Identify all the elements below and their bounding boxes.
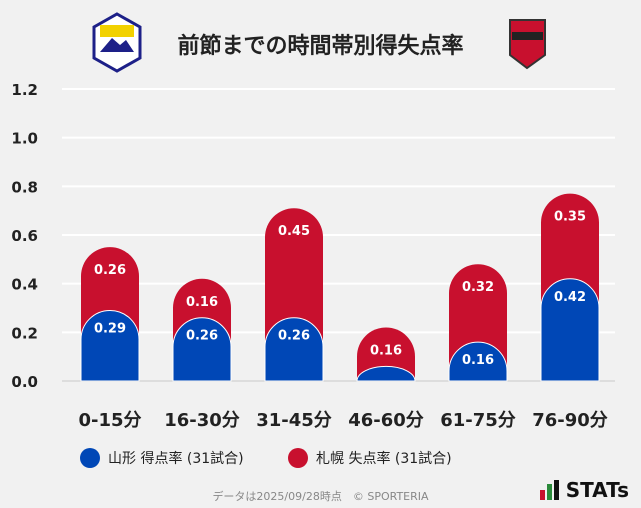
x-tick-label: 61-75分 bbox=[440, 410, 516, 431]
bar-sapporo bbox=[357, 327, 415, 381]
stats-brand: STATs bbox=[539, 478, 629, 502]
x-tick-label: 0-15分 bbox=[78, 410, 141, 431]
bar-yamagata bbox=[356, 365, 416, 382]
x-tick-label: 46-60分 bbox=[348, 410, 424, 431]
y-tick-label: 0.2 bbox=[11, 324, 38, 342]
x-tick-label: 76-90分 bbox=[532, 410, 608, 431]
data-label-sapporo: 0.45 bbox=[278, 224, 310, 239]
legend-item-sapporo: 札幌 失点率 (31試合) bbox=[288, 448, 452, 468]
data-label-yamagata: 0.26 bbox=[186, 329, 218, 344]
data-label-sapporo: 0.16 bbox=[370, 343, 402, 358]
consadole-logo bbox=[509, 19, 546, 70]
legend-swatch-red bbox=[288, 448, 308, 468]
bar-yamagata bbox=[264, 317, 324, 382]
x-tick-label: 31-45分 bbox=[256, 410, 332, 431]
data-label-sapporo: 0.32 bbox=[462, 280, 494, 295]
data-label-sapporo: 0.16 bbox=[186, 295, 218, 310]
y-tick-label: 1.2 bbox=[11, 81, 38, 99]
data-label-sapporo: 0.35 bbox=[554, 210, 586, 225]
montedio-logo bbox=[92, 12, 142, 73]
stats-logo-icon bbox=[539, 480, 559, 500]
bar-yamagata bbox=[172, 317, 232, 382]
footer-note: データは2025/09/28時点 © SPORTERIA bbox=[212, 490, 429, 503]
bar-chart: 0.0 0.2 0.4 0.6 0.8 1.0 1.2 0.26 0.29 0-15分 0.16 0.… bbox=[11, 81, 615, 431]
bar-yamagata bbox=[80, 310, 140, 382]
legend-item-yamagata: 山形 得点率 (31試合) bbox=[80, 448, 244, 468]
legend-swatch-blue bbox=[80, 448, 100, 468]
stats-brand-text: STATs bbox=[565, 478, 629, 502]
x-tick-label: 16-30分 bbox=[164, 410, 240, 431]
data-label-yamagata: 0.42 bbox=[554, 290, 586, 305]
bar-yamagata bbox=[540, 278, 600, 382]
data-label-yamagata: 0.26 bbox=[278, 329, 310, 344]
y-tick-label: 0.0 bbox=[11, 373, 38, 391]
y-tick-label: 0.6 bbox=[11, 227, 38, 245]
y-tick-label: 0.4 bbox=[11, 276, 38, 294]
data-label-yamagata: 0.29 bbox=[94, 321, 126, 336]
legend-label: 山形 得点率 (31試合) bbox=[108, 451, 244, 467]
data-label-sapporo: 0.26 bbox=[94, 263, 126, 278]
data-label-yamagata: 0.16 bbox=[462, 353, 494, 368]
bar-yamagata bbox=[448, 341, 508, 382]
chart-title: 前節までの時間帯別得失点率 bbox=[177, 34, 464, 59]
y-tick-label: 1.0 bbox=[11, 130, 38, 148]
legend-label: 札幌 失点率 (31試合) bbox=[316, 451, 452, 467]
y-tick-label: 0.8 bbox=[11, 178, 38, 196]
